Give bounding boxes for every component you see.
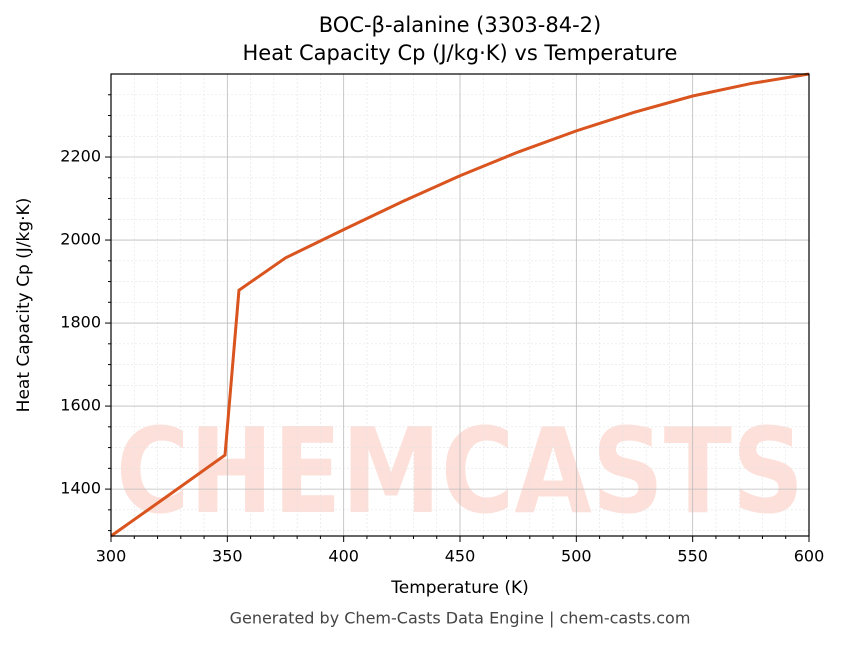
chart-title: BOC-β-alanine (3303-84-2) <box>319 13 601 37</box>
y-axis-label: Heat Capacity Cp (J/kg·K) <box>14 198 34 413</box>
plot-frame <box>110 73 810 537</box>
y-tick-label: 1400 <box>60 479 101 498</box>
data-line <box>110 72 810 538</box>
x-tick-label: 550 <box>677 547 708 566</box>
x-tick-label: 450 <box>445 547 476 566</box>
x-tick-label: 500 <box>561 547 592 566</box>
footer: Generated by Chem-Casts Data Engine | ch… <box>230 609 691 628</box>
x-tick-label: 400 <box>328 547 359 566</box>
chart-subtitle: Heat Capacity Cp (J/kg·K) vs Temperature <box>243 41 678 65</box>
x-tick-label: 350 <box>212 547 243 566</box>
x-axis-label: Temperature (K) <box>390 578 529 598</box>
y-tick-label: 1600 <box>60 396 101 415</box>
x-tick-label: 600 <box>794 547 825 566</box>
y-tick-label: 1800 <box>60 313 101 332</box>
x-tick-label: 300 <box>96 547 127 566</box>
y-tick-label: 2200 <box>60 147 101 166</box>
y-tick-label: 2000 <box>60 230 101 249</box>
